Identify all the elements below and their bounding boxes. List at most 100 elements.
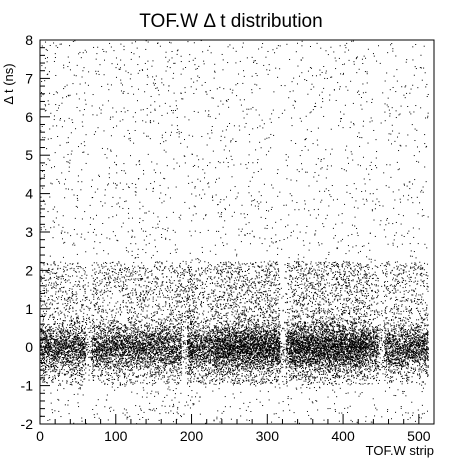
scatter-point: [133, 330, 135, 332]
scatter-point: [141, 319, 143, 321]
scatter-point: [54, 347, 56, 349]
scatter-point: [82, 348, 84, 350]
scatter-point: [124, 348, 126, 350]
scatter-point: [91, 264, 93, 266]
scatter-point: [77, 181, 79, 183]
scatter-point: [123, 49, 125, 51]
scatter-point: [109, 118, 111, 120]
scatter-point: [41, 334, 43, 336]
scatter-point: [123, 374, 125, 376]
scatter-point: [122, 295, 124, 297]
scatter-point: [76, 359, 78, 361]
scatter-point: [109, 366, 111, 368]
scatter-point: [120, 341, 122, 343]
scatter-point: [93, 359, 95, 361]
scatter-point: [129, 335, 131, 337]
scatter-point: [150, 317, 152, 319]
scatter-point: [46, 49, 48, 51]
scatter-point: [40, 275, 42, 277]
scatter-point: [43, 226, 45, 228]
scatter-point: [116, 281, 118, 283]
scatter-point: [111, 293, 113, 295]
scatter-point: [103, 342, 105, 344]
scatter-point: [112, 347, 114, 349]
scatter-point: [51, 287, 53, 289]
scatter-point: [82, 285, 84, 287]
scatter-point: [133, 53, 135, 55]
scatter-point: [66, 161, 68, 163]
scatter-point: [92, 352, 94, 354]
scatter-point: [82, 360, 84, 362]
scatter-point: [121, 342, 123, 344]
scatter-point: [151, 375, 153, 377]
scatter-point: [61, 230, 63, 232]
scatter-point: [130, 346, 132, 348]
scatter-point: [135, 342, 137, 344]
scatter-point: [138, 178, 140, 180]
scatter-point: [50, 295, 52, 297]
scatter-point: [43, 349, 45, 351]
scatter-point: [142, 339, 144, 341]
scatter-point: [75, 299, 77, 301]
scatter-point: [142, 346, 144, 348]
scatter-point: [77, 347, 79, 349]
scatter-point: [119, 352, 121, 354]
scatter-point: [103, 285, 105, 287]
scatter-point: [151, 379, 153, 381]
scatter-point: [61, 341, 63, 343]
scatter-point: [41, 359, 43, 360]
scatter-point: [54, 362, 56, 364]
scatter-point: [84, 290, 86, 292]
scatter-point: [134, 321, 136, 323]
scatter-point: [47, 264, 49, 266]
scatter-point: [115, 312, 117, 314]
scatter-point: [96, 347, 98, 349]
scatter-point: [57, 366, 59, 368]
scatter-point: [104, 278, 106, 280]
scatter-point: [62, 268, 64, 270]
scatter-point: [113, 329, 115, 331]
scatter-point: [149, 344, 151, 346]
scatter-point: [119, 336, 121, 338]
scatter-point: [83, 352, 85, 354]
scatter-point: [128, 349, 130, 351]
scatter-point: [45, 350, 47, 352]
scatter-point: [78, 360, 80, 362]
scatter-point: [114, 183, 116, 185]
scatter-point: [59, 349, 61, 351]
scatter-point: [100, 201, 102, 203]
scatter-point: [53, 94, 55, 96]
scatter-point: [96, 262, 98, 264]
scatter-point: [72, 369, 74, 371]
scatter-point: [55, 339, 57, 341]
scatter-point: [42, 187, 44, 189]
scatter-point: [132, 331, 134, 333]
scatter-point: [125, 354, 127, 356]
scatter-point: [71, 349, 73, 351]
scatter-point: [96, 413, 98, 415]
scatter-point: [135, 164, 137, 166]
scatter-point: [63, 345, 65, 347]
scatter-point: [100, 375, 102, 377]
scatter-point: [136, 366, 138, 368]
scatter-point: [108, 217, 110, 219]
scatter-point: [64, 241, 66, 243]
scatter-point: [109, 308, 111, 310]
scatter-point: [69, 69, 71, 71]
scatter-point: [136, 330, 138, 332]
scatter-point: [132, 374, 134, 376]
scatter-point: [56, 307, 58, 309]
scatter-point: [78, 271, 80, 273]
scatter-point: [76, 339, 78, 341]
scatter-point: [139, 366, 141, 368]
scatter-point: [72, 345, 74, 347]
scatter-point: [116, 375, 118, 377]
scatter-point: [65, 345, 67, 347]
scatter-point: [109, 361, 111, 363]
scatter-point: [137, 330, 139, 332]
scatter-point: [111, 270, 113, 272]
scatter-point: [129, 364, 131, 366]
scatter-point: [146, 383, 148, 385]
scatter-point: [152, 361, 154, 363]
scatter-point: [76, 197, 78, 199]
